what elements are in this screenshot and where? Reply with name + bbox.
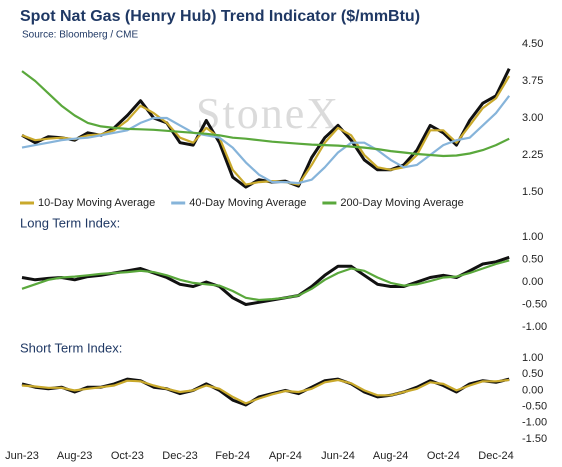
panel-title: Long Term Index:	[20, 215, 120, 230]
y-tick-label: -1.00	[522, 417, 547, 429]
watermark: StoneX	[196, 89, 340, 138]
y-tick-label: 0.50	[522, 253, 543, 265]
y-tick-label: 1.00	[522, 352, 543, 364]
y-tick-label: 3.75	[522, 75, 543, 87]
x-tick-label: Oct-23	[111, 450, 144, 462]
line	[21, 259, 510, 302]
x-tick-label: Oct-24	[427, 450, 460, 462]
y-tick-label: 1.50	[522, 186, 543, 198]
x-tick-label: Jun-23	[5, 450, 39, 462]
legend-label: 10-Day Moving Average	[38, 197, 155, 209]
y-tick-label: 3.00	[522, 112, 543, 124]
x-tick-label: Dec-24	[478, 450, 513, 462]
x-tick-label: Dec-23	[162, 450, 197, 462]
line	[21, 75, 511, 186]
y-tick-label: 2.25	[522, 149, 543, 161]
x-tick-label: Jun-24	[321, 450, 355, 462]
x-tick-label: Apr-24	[269, 450, 302, 462]
panel-title: Short Term Index:	[20, 340, 122, 355]
y-tick-label: -0.50	[522, 401, 547, 413]
x-tick-label: Feb-24	[215, 450, 250, 462]
y-tick-label: 0.00	[522, 384, 543, 396]
chart-title: Spot Nat Gas (Henry Hub) Trend Indicator…	[20, 8, 420, 25]
y-tick-label: -1.50	[522, 433, 547, 445]
y-tick-label: -0.50	[522, 298, 547, 310]
y-tick-label: -1.00	[522, 321, 547, 333]
y-tick-label: 1.00	[522, 231, 543, 243]
y-tick-label: 0.50	[522, 368, 543, 380]
x-tick-label: Aug-24	[373, 450, 408, 462]
chart-subtitle: Source: Bloomberg / CME	[22, 30, 138, 41]
legend-label: 40-Day Moving Average	[189, 197, 306, 209]
line	[21, 70, 510, 158]
y-tick-label: 4.50	[522, 38, 543, 50]
legend-label: 200-Day Moving Average	[340, 197, 463, 209]
x-tick-label: Aug-23	[57, 450, 92, 462]
line	[21, 378, 510, 405]
line	[21, 95, 511, 185]
line	[21, 255, 510, 306]
y-tick-label: 0.00	[522, 276, 543, 288]
